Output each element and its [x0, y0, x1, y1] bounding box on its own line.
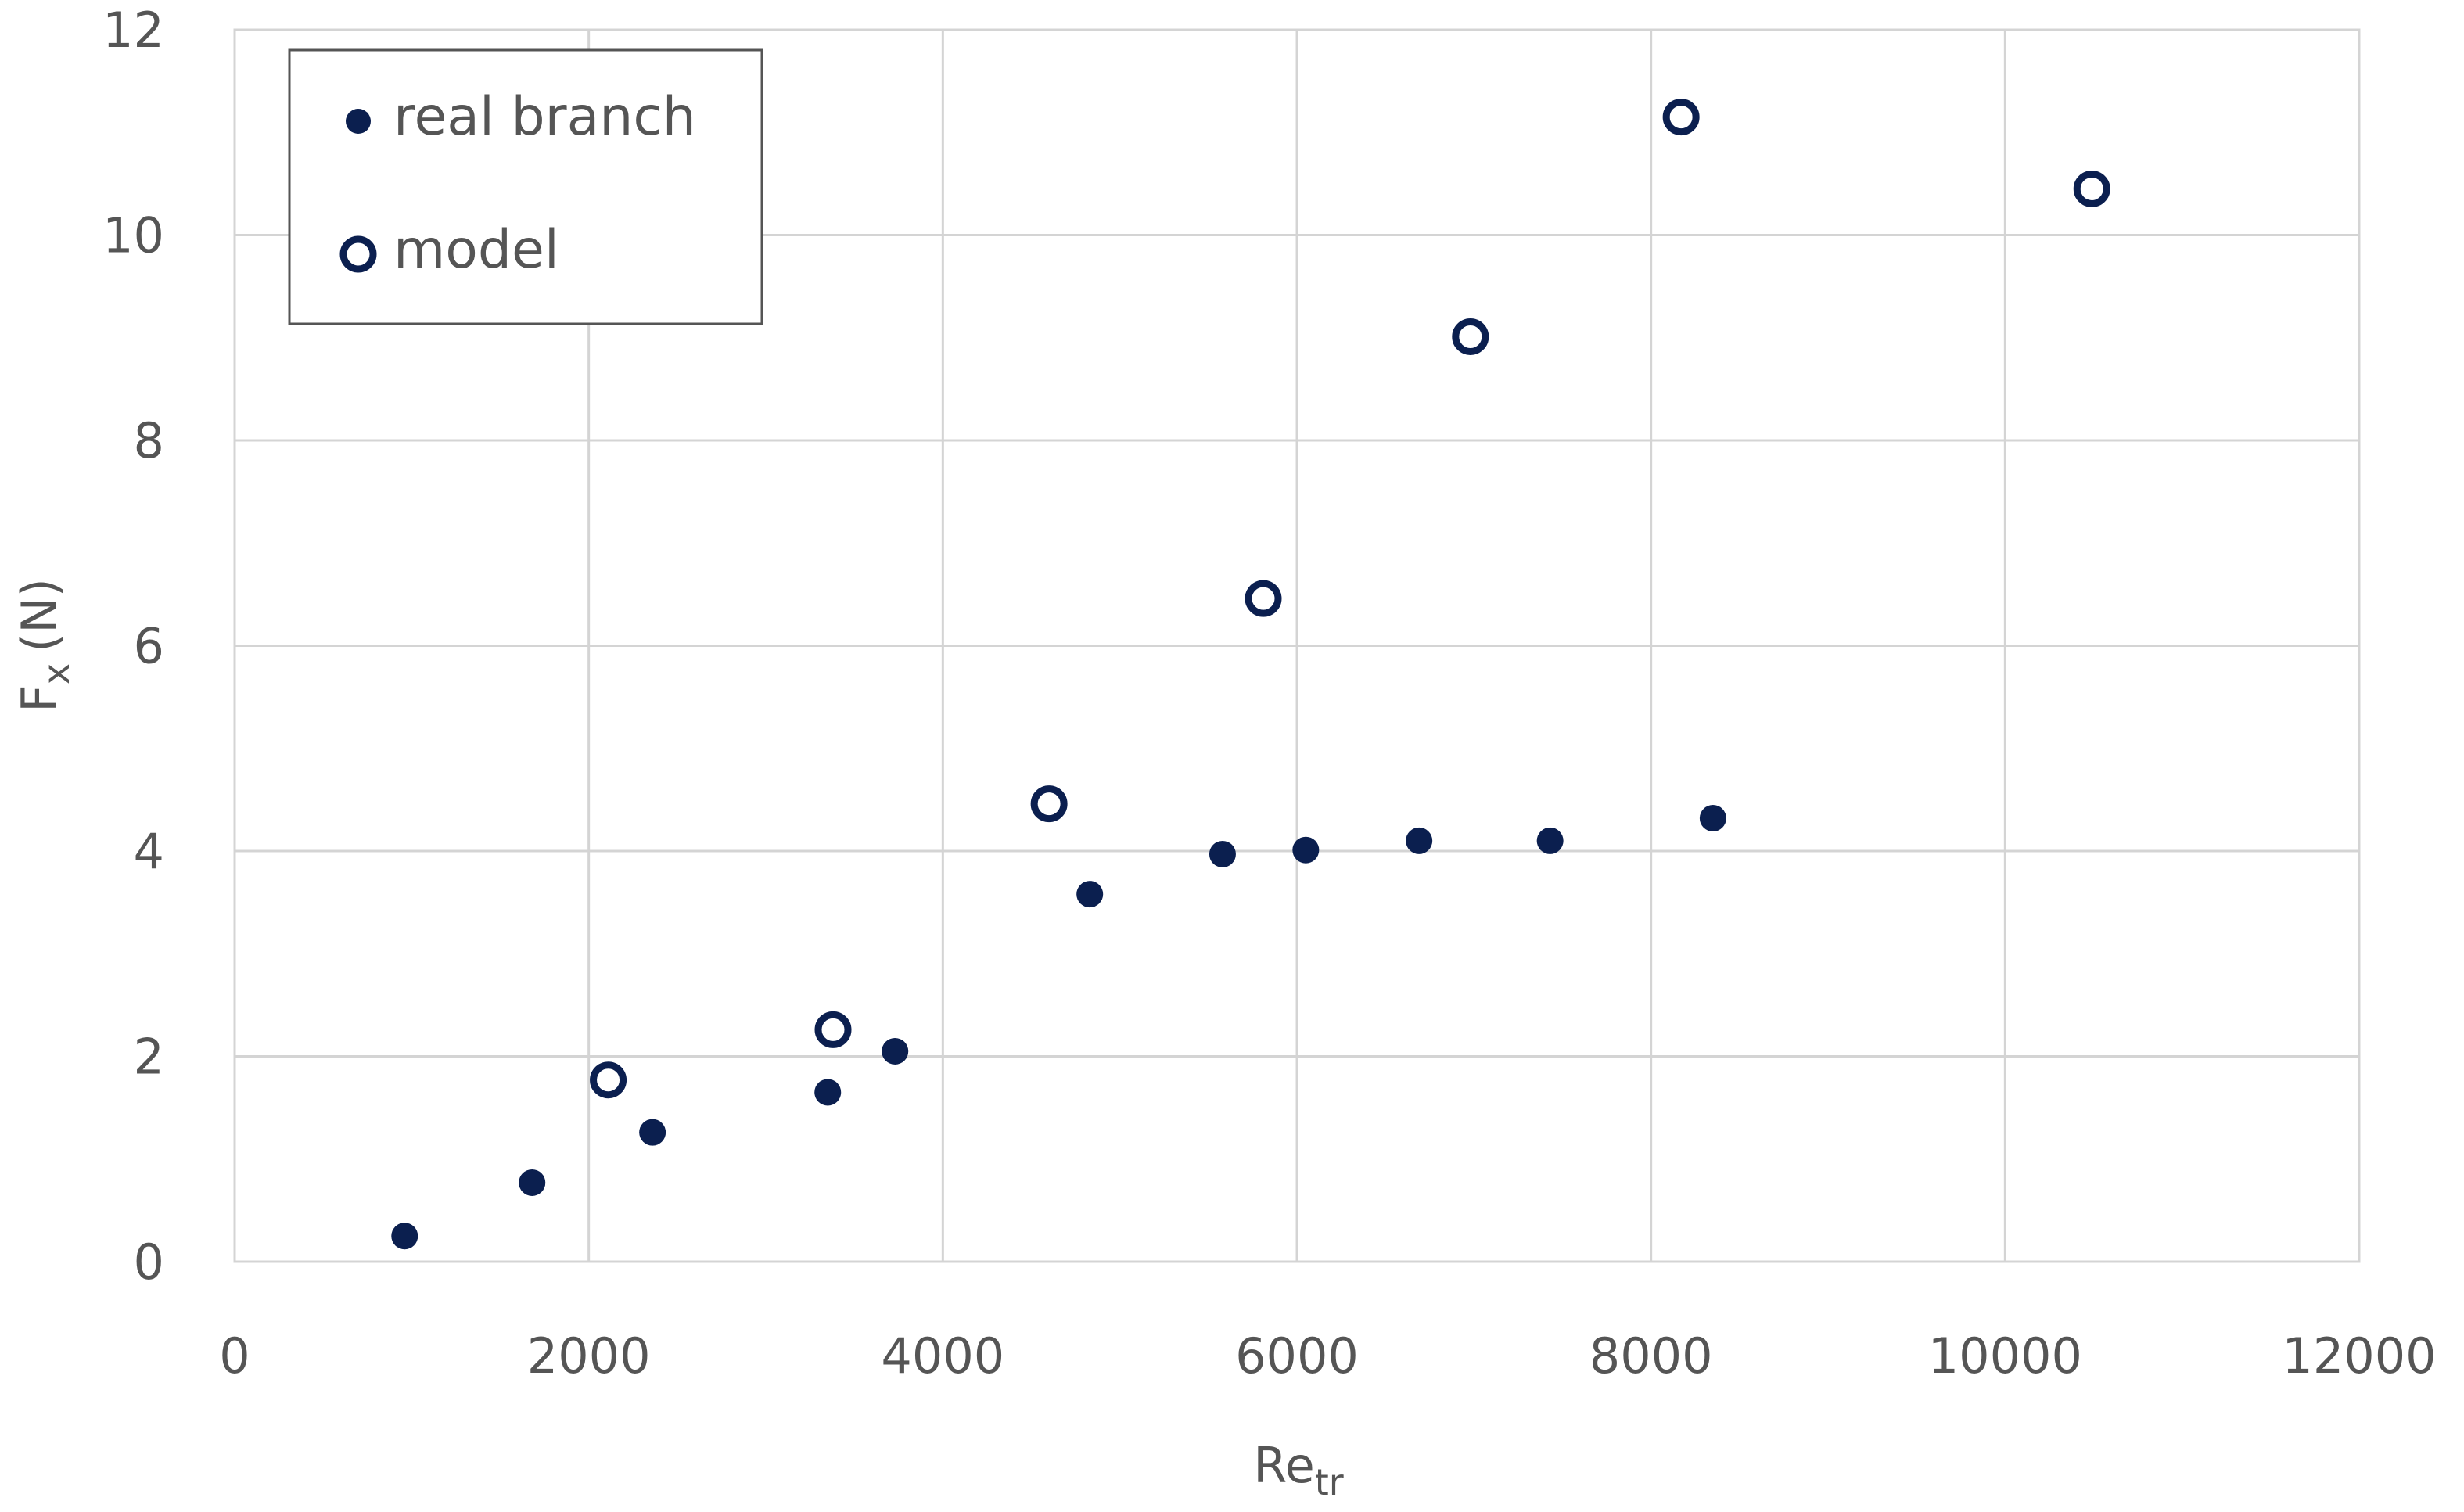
- x-tick-label: 10000: [1928, 1327, 2082, 1385]
- model-point: [1245, 580, 1282, 617]
- real-branch-point: [1076, 881, 1104, 908]
- y-axis-label-unit: (N): [11, 578, 68, 652]
- data-series: [391, 99, 2110, 1250]
- real-branch-point: [882, 1037, 909, 1065]
- y-tick-labels: 0 2 4 6 8 10 12: [102, 2, 164, 1291]
- x-axis-label-subscript: tr: [1315, 1461, 1344, 1503]
- y-axis-label: Fx (N): [11, 578, 77, 713]
- x-tick-label: 12000: [2282, 1327, 2436, 1385]
- y-tick-label: 8: [134, 412, 164, 469]
- plot-frame: [233, 28, 2361, 1263]
- y-tick-label: 12: [102, 2, 164, 59]
- model-point: [590, 1061, 627, 1099]
- legend-label-real-branch: real branch: [393, 86, 696, 148]
- y-tick-label: 0: [134, 1234, 164, 1291]
- x-tick-label: 8000: [1589, 1327, 1713, 1385]
- model-point: [1662, 99, 1700, 136]
- x-tick-label: 6000: [1235, 1327, 1359, 1385]
- plot-area-border: [233, 28, 2361, 1263]
- x-tick-labels: 0 2000 4000 6000 8000 10000 12000: [219, 1327, 2436, 1385]
- y-axis-label-main: F: [11, 684, 68, 713]
- real-branch-point: [1292, 836, 1320, 864]
- x-axis-label-main: Re: [1253, 1437, 1314, 1494]
- real-branch-point: [1536, 827, 1564, 854]
- y-tick-label: 10: [102, 207, 164, 264]
- legend-marker-real-branch: [346, 109, 371, 134]
- x-tick-label: 2000: [527, 1327, 651, 1385]
- legend: real branch model: [288, 48, 763, 325]
- y-tick-label: 2: [134, 1029, 164, 1086]
- legend-marker-model: [339, 235, 377, 273]
- real-branch-point: [639, 1119, 666, 1146]
- real-branch-point: [519, 1169, 546, 1196]
- model-point: [1452, 318, 1489, 355]
- real-branch-point: [1406, 827, 1433, 854]
- y-tick-label: 4: [134, 823, 164, 880]
- series-real-branch: [391, 805, 1726, 1250]
- model-point: [1030, 785, 1068, 823]
- model-point: [2073, 170, 2110, 207]
- x-tick-label: 0: [219, 1327, 250, 1385]
- real-branch-point: [814, 1079, 842, 1106]
- legend-label-model: model: [393, 219, 559, 281]
- y-axis-label-subscript: x: [35, 663, 77, 684]
- x-axis-label: Retr: [1253, 1437, 1343, 1503]
- x-tick-label: 4000: [881, 1327, 1004, 1385]
- legend-box: [288, 48, 763, 325]
- y-tick-label: 6: [134, 618, 164, 675]
- real-branch-point: [1209, 840, 1236, 867]
- real-branch-point: [1699, 805, 1726, 831]
- real-branch-point: [391, 1223, 418, 1250]
- model-point: [814, 1011, 852, 1048]
- series-model: [590, 99, 2110, 1099]
